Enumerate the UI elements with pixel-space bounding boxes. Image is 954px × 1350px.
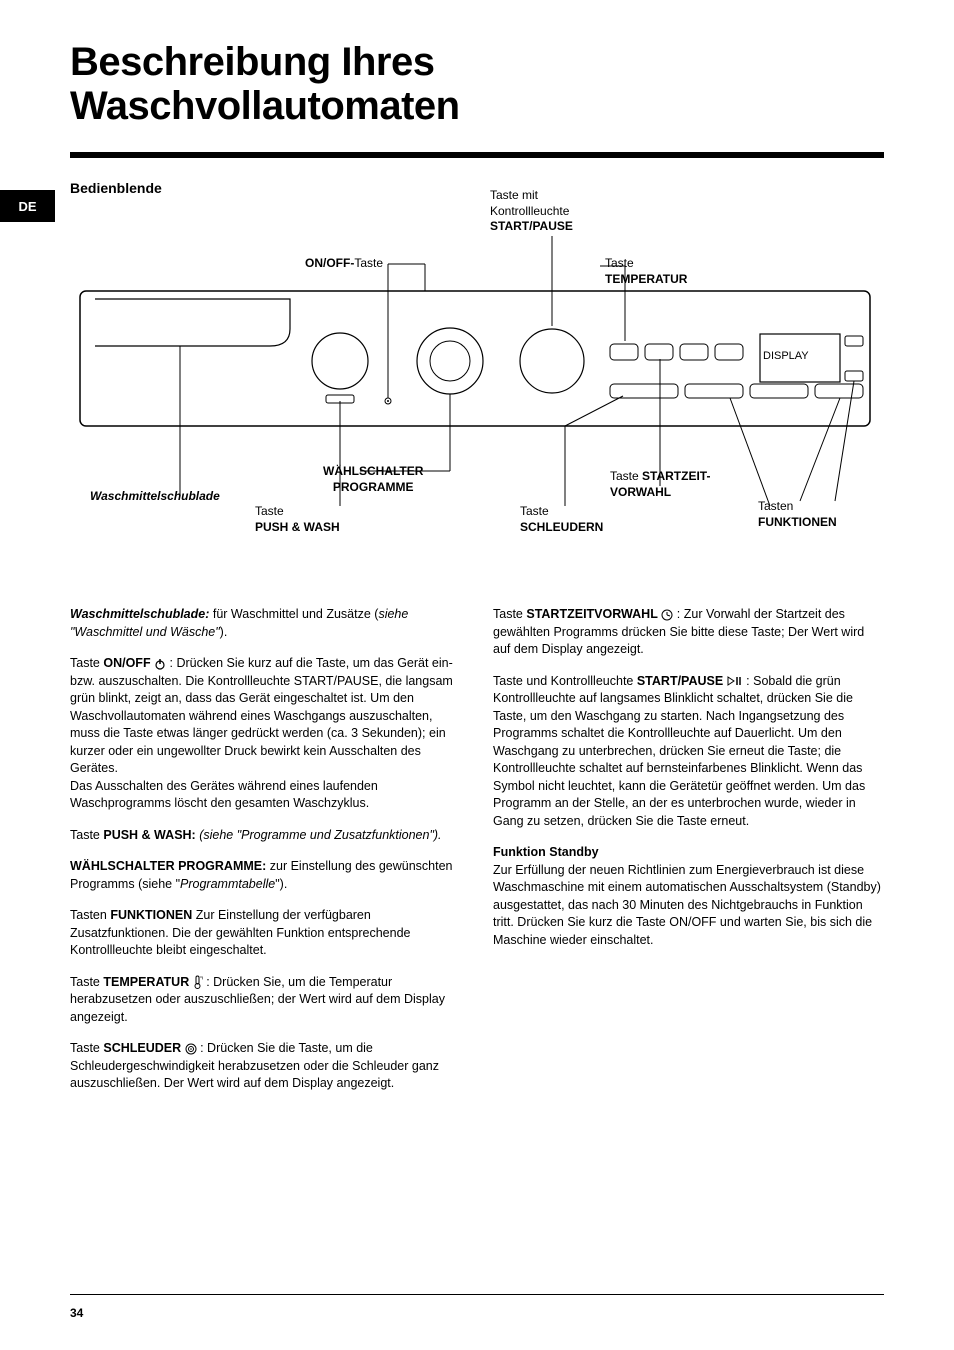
panel-heading: Bedienblende xyxy=(70,180,884,196)
p-drawer: Waschmittelschublade: für Waschmittel un… xyxy=(70,606,461,641)
p-onoff: Taste ON/OFF : Drücken Sie kurz auf die … xyxy=(70,655,461,813)
title-line-2: Waschvollautomaten xyxy=(70,84,460,128)
page-number: 34 xyxy=(70,1306,83,1320)
p-delay: Taste STARTZEITVORWAHL : Zur Vorwahl der… xyxy=(493,606,884,659)
p-pushwash: Taste PUSH & WASH: (siehe "Programme und… xyxy=(70,827,461,845)
lbl-push-pre: Taste xyxy=(255,504,284,518)
lbl-startpause-1: Taste mit xyxy=(490,188,538,202)
power-icon xyxy=(154,658,166,670)
p-functions: Tasten FUNKTIONEN Zur Einstellung der ve… xyxy=(70,907,461,960)
clock-icon xyxy=(661,609,673,621)
lbl-delay-pre: Taste xyxy=(610,469,642,483)
page-content: Beschreibung Ihres Waschvollautomaten Be… xyxy=(0,40,884,1107)
spin-icon xyxy=(185,1043,197,1055)
lbl-spin-pre: Taste xyxy=(520,504,549,518)
p-startpause: Taste und Kontrollleuchte START/PAUSE : … xyxy=(493,673,884,831)
title-line-1: Beschreibung Ihres xyxy=(70,40,434,84)
right-column: Taste STARTZEITVORWAHL : Zur Vorwahl der… xyxy=(493,606,884,1107)
p-temp: Taste TEMPERATUR °C : Drücken Sie, um di… xyxy=(70,974,461,1027)
play-pause-icon xyxy=(727,676,743,686)
title-divider xyxy=(70,152,884,158)
lbl-func-pre: Tasten xyxy=(758,499,793,513)
lbl-push-bold: PUSH & WASH xyxy=(255,520,340,534)
page-title: Beschreibung Ihres Waschvollautomaten xyxy=(70,40,884,128)
lbl-prog2: PROGRAMME xyxy=(333,480,414,494)
p-spin: Taste SCHLEUDER : Drücken Sie die Taste,… xyxy=(70,1040,461,1093)
left-column: Waschmittelschublade: für Waschmittel un… xyxy=(70,606,461,1107)
lbl-drawer: Waschmittelschublade xyxy=(90,489,220,503)
thermometer-icon: °C xyxy=(193,975,203,989)
lbl-prog1: WÄHLSCHALTER xyxy=(323,464,423,478)
lbl-delay-b1: STARTZEIT- xyxy=(642,469,710,483)
p-standby: Funktion StandbyZur Erfüllung der neuen … xyxy=(493,844,884,949)
lbl-func-bold: FUNKTIONEN xyxy=(758,515,837,529)
body-columns: Waschmittelschublade: für Waschmittel un… xyxy=(70,606,884,1107)
language-tab: DE xyxy=(0,190,55,222)
footer-divider xyxy=(70,1294,884,1295)
p-programs: WÄHLSCHALTER PROGRAMME: zur Einstellung … xyxy=(70,858,461,893)
lbl-delay-b2: VORWAHL xyxy=(610,485,671,499)
control-panel-diagram: Taste mit Kontrollleuchte START/PAUSE ON… xyxy=(70,206,884,566)
lbl-display: DISPLAY xyxy=(763,349,809,363)
lbl-spin-bold: SCHLEUDERN xyxy=(520,520,603,534)
